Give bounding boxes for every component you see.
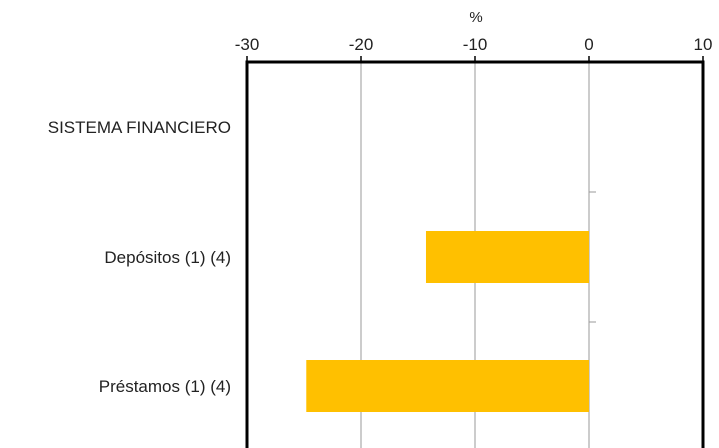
x-tick-label: 0 xyxy=(584,35,593,54)
x-tick-label: -10 xyxy=(463,35,488,54)
bar xyxy=(425,231,589,283)
category-label: Préstamos (1) (4) xyxy=(99,377,231,396)
category-label: Depósitos (1) (4) xyxy=(104,248,231,267)
bar xyxy=(306,360,589,412)
x-tick-label: 10 xyxy=(694,35,713,54)
x-axis-ticks: -30 -20 -10 0 10 xyxy=(235,35,713,62)
x-tick-label: -30 xyxy=(235,35,260,54)
category-labels: SISTEMA FINANCIERO Depósitos (1) (4) Prést… xyxy=(48,118,231,396)
x-tick-label: -20 xyxy=(349,35,374,54)
plot-frame xyxy=(245,60,705,448)
bars xyxy=(306,231,589,412)
x-axis-unit-label: % xyxy=(469,9,482,26)
category-label: SISTEMA FINANCIERO xyxy=(48,118,231,137)
